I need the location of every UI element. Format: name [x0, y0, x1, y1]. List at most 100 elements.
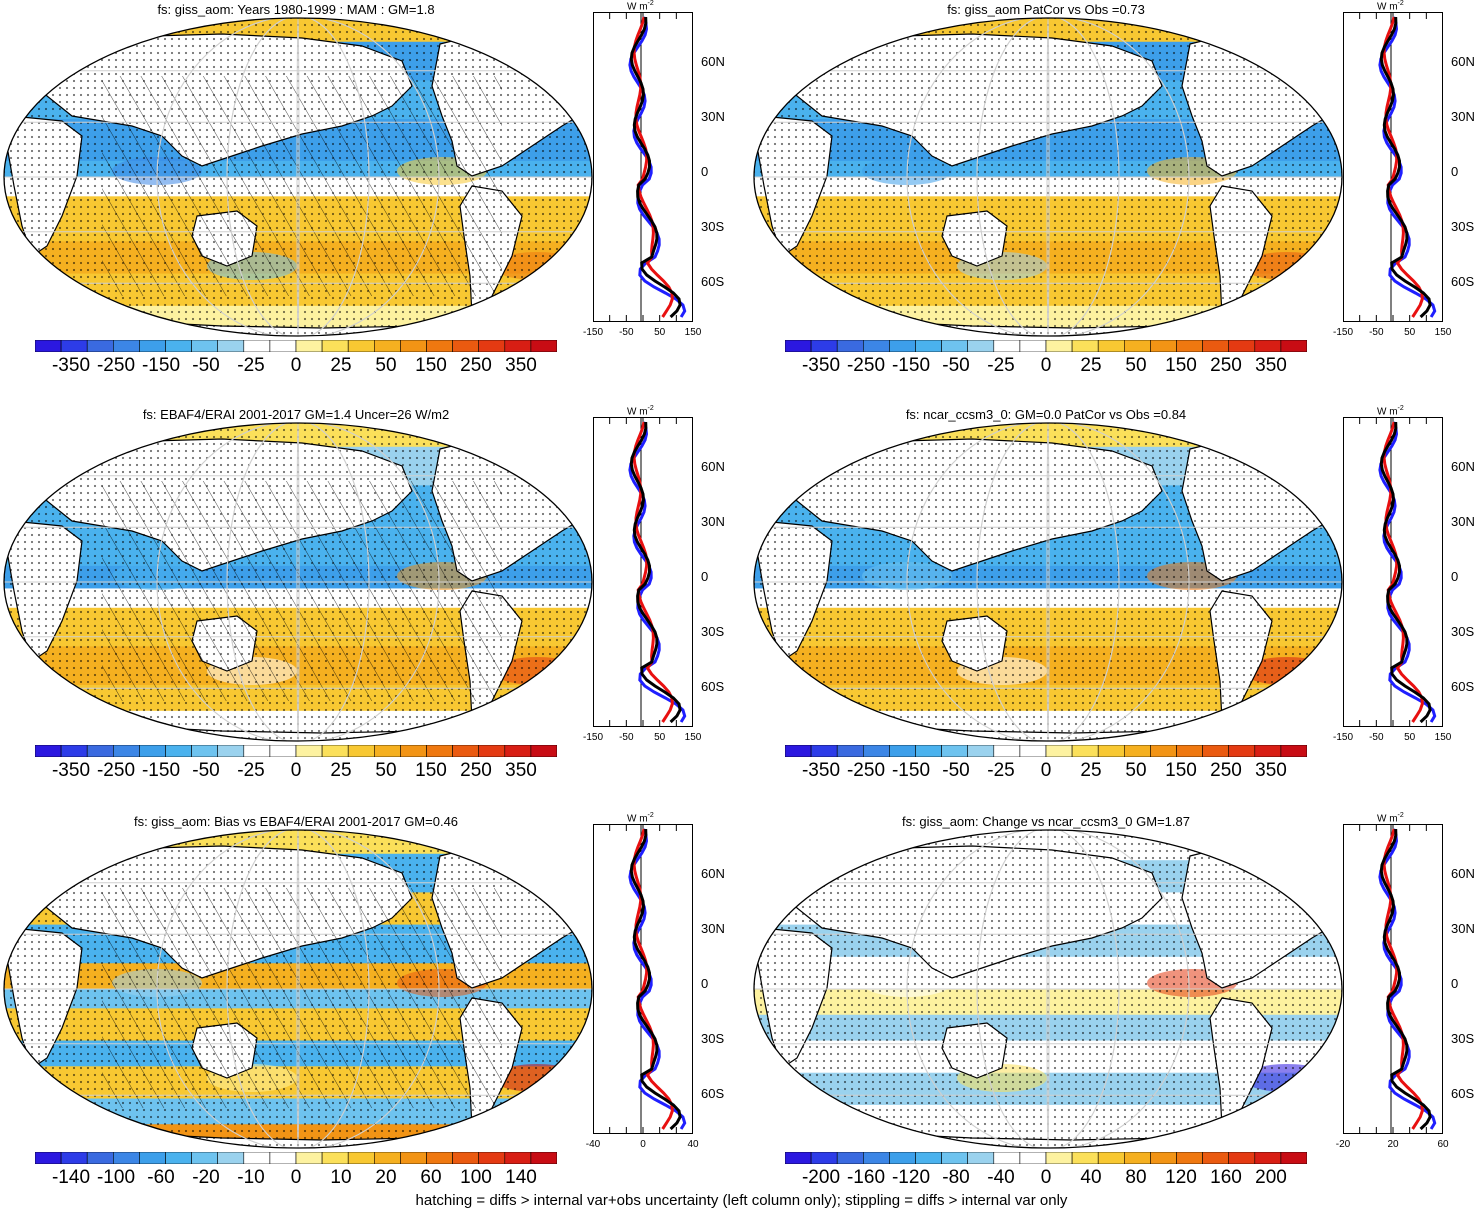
colorbar-swatch — [191, 340, 219, 352]
zonal-mean-plot — [1343, 12, 1443, 322]
zonal-unit-label: W m-2 — [1377, 405, 1404, 417]
colorbar-tick-label: -50 — [192, 355, 220, 376]
colorbar-swatch — [243, 745, 271, 757]
colorbar-swatch — [1228, 340, 1256, 352]
colorbar-swatch — [217, 340, 245, 352]
latitude-label: 30S — [701, 219, 725, 234]
latitude-label: 30S — [1451, 624, 1475, 639]
colorbar-swatch — [810, 745, 838, 757]
colorbar-swatch — [1228, 745, 1256, 757]
colorbar-tick-label: -250 — [846, 760, 886, 781]
zonal-x-tick-label: -20 — [1335, 1139, 1351, 1150]
greenland-outline — [1269, 23, 1323, 57]
latitude-label: 60S — [1451, 679, 1475, 694]
colorbar-swatch — [113, 340, 140, 352]
zonal-x-tick-label: 50 — [654, 327, 666, 338]
zonal-unit-exponent: -2 — [1397, 0, 1404, 7]
model-zonal-line — [632, 421, 674, 723]
zonal-unit-text: W m — [1377, 406, 1398, 418]
colorbar-swatch — [191, 1152, 219, 1164]
robinson-map — [3, 17, 593, 337]
colorbar-tick-label: -100 — [96, 1167, 136, 1188]
colorbar-tick-label: 350 — [505, 355, 537, 376]
colorbar-swatch — [165, 745, 192, 757]
colorbar-tick-label: -40 — [987, 1167, 1015, 1188]
colorbar-tick-label: 160 — [1210, 1167, 1242, 1188]
colorbar-labels: -350 -250 -150 -50 -25 0 25 50 150 250 350 — [785, 355, 1307, 377]
colorbar-swatch — [217, 745, 245, 757]
model-zonal-line — [1382, 828, 1424, 1130]
colorbar-swatch — [113, 745, 140, 757]
colorbar-swatch — [400, 745, 427, 757]
zonal-x-labels: -20 20 60 — [1336, 1139, 1449, 1153]
zonal-x-tick-label: 50 — [1404, 327, 1416, 338]
colorbar-tick-label: 140 — [505, 1167, 537, 1188]
colorbar-tick-label: 20 — [375, 1167, 397, 1188]
colorbar-tick-label: -250 — [96, 760, 136, 781]
colorbar-tick-label: -350 — [801, 355, 841, 376]
colorbar-swatch — [347, 1152, 375, 1164]
colorbar-tick-label: 50 — [375, 355, 397, 376]
map-title: fs: ncar_ccsm3_0: GM=0.0 PatCor vs Obs =… — [905, 407, 1187, 422]
colorbar-swatch — [915, 1152, 942, 1164]
colorbar-tick-label: 150 — [415, 355, 447, 376]
colorbar-tick-label: 50 — [1125, 355, 1147, 376]
zonal-unit-text: W m — [627, 406, 648, 418]
colorbar-swatch — [889, 745, 916, 757]
colorbar-swatch — [452, 340, 480, 352]
colorbar-swatch — [889, 1152, 916, 1164]
colorbar-swatch — [400, 1152, 427, 1164]
colorbar-tick-label: 0 — [290, 1167, 302, 1188]
latitude-label: 60S — [1451, 274, 1475, 289]
zonal-x-tick-label: -40 — [585, 1139, 601, 1150]
zonal-unit-label: W m-2 — [1377, 812, 1404, 824]
colorbar-tick-label: 60 — [420, 1167, 442, 1188]
diff-zonal-line — [629, 421, 682, 724]
graticule — [754, 423, 1342, 741]
colorbar-tick-label: 50 — [375, 760, 397, 781]
colorbar-swatch — [1097, 340, 1125, 352]
colorbar-swatch — [269, 340, 297, 352]
latitude-label: 30N — [1451, 921, 1475, 936]
latitude-label: 0 — [701, 569, 709, 584]
colorbar-swatch — [1202, 340, 1230, 352]
colorbar-swatch — [1176, 745, 1203, 757]
colorbar — [35, 340, 557, 352]
colorbar-swatch — [321, 1152, 349, 1164]
colorbar-tick-label: 0 — [1040, 760, 1052, 781]
colorbar-swatch — [86, 745, 114, 757]
colorbar-swatch — [243, 340, 271, 352]
hatching — [102, 888, 502, 1108]
greenland-outline — [1269, 428, 1323, 462]
colorbar-swatch — [1254, 1152, 1282, 1164]
colorbar-swatch — [35, 1152, 62, 1164]
colorbar-swatch — [967, 1152, 995, 1164]
colorbar-swatch — [165, 340, 192, 352]
colorbar-tick-label: 250 — [460, 760, 492, 781]
colorbar-swatch — [60, 340, 88, 352]
colorbar-tick-label: -150 — [891, 760, 931, 781]
colorbar-tick-label: -150 — [891, 355, 931, 376]
zonal-unit-exponent: -2 — [647, 812, 654, 819]
colorbar-swatch — [1019, 340, 1047, 352]
hatching — [102, 76, 502, 296]
colorbar-swatch — [967, 745, 995, 757]
latitude-label: 60N — [701, 459, 725, 474]
colorbar-swatch — [1176, 1152, 1203, 1164]
colorbar-swatch — [1280, 745, 1307, 757]
footer-note: hatching = diffs > internal var+obs unce… — [415, 1192, 1068, 1209]
greenland-outline — [519, 23, 573, 57]
zonal-unit-exponent: -2 — [647, 405, 654, 412]
colorbar-swatch — [504, 1152, 532, 1164]
colorbar-swatch — [836, 745, 864, 757]
latitude-label: 0 — [1451, 569, 1459, 584]
zonal-x-tick-label: -50 — [619, 732, 634, 743]
zonal-mean-plot — [593, 417, 693, 727]
colorbar-tick-label: 0 — [290, 760, 302, 781]
colorbar-swatch — [400, 340, 427, 352]
colorbar-tick-label: -150 — [141, 760, 181, 781]
latitude-label: 30S — [701, 1031, 725, 1046]
colorbar — [35, 745, 557, 757]
colorbar-swatch — [295, 1152, 323, 1164]
colorbar-swatch — [1202, 745, 1230, 757]
